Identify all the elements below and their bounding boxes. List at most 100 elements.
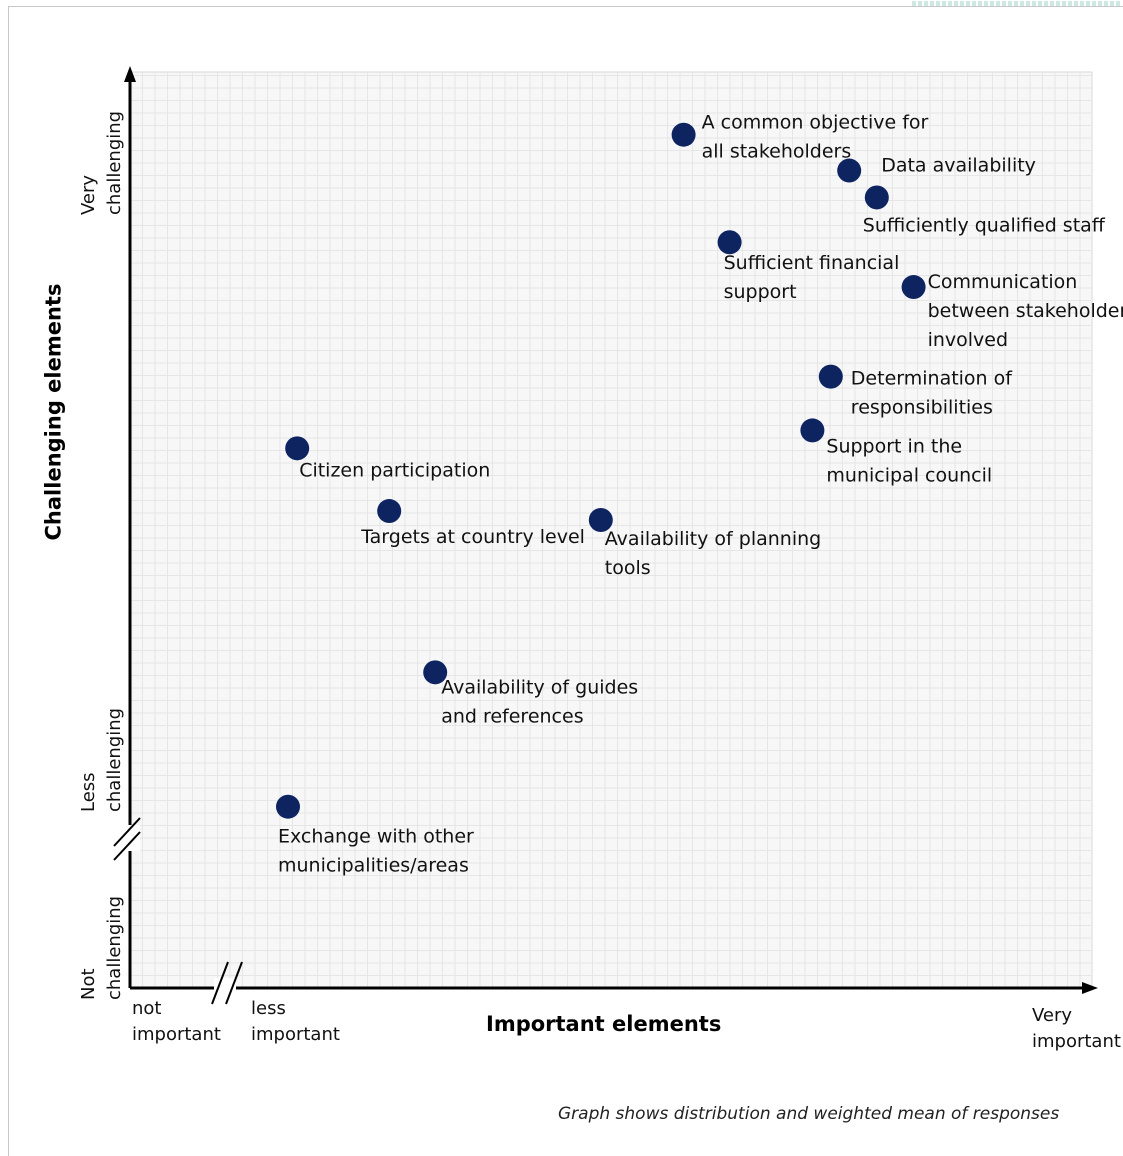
plot-area [129, 71, 1093, 989]
y-label-not-challenging-line: Not [78, 968, 99, 1000]
decoration-dot [1062, 1, 1066, 6]
data-label: Exchange with other municipalities/areas [278, 826, 474, 877]
x-label-not-important: not important [132, 998, 221, 1045]
y-axis-break-mark [113, 817, 141, 847]
x-label-less-important-line: important [251, 1024, 340, 1045]
data-label-line: Data availability [881, 155, 1036, 177]
data-point [901, 275, 926, 300]
data-label-line: Citizen participation [299, 459, 490, 481]
decoration-dot [1002, 1, 1006, 6]
data-point [818, 364, 843, 389]
data-point [588, 508, 613, 532]
decoration-dot [1032, 1, 1036, 6]
y-label-less-challenging-line: Less [78, 772, 99, 812]
decoration-dot [1080, 1, 1084, 6]
data-label-line: Determination of [851, 368, 1013, 390]
data-label-line: involved [928, 329, 1008, 351]
data-label: Support in the municipal council [826, 435, 992, 486]
data-label-line: Sufficient financial [724, 252, 900, 274]
data-label-line: municipal council [826, 464, 992, 486]
decoration-dot [1068, 1, 1072, 6]
y-label-less-challenging: Less challenging [78, 708, 125, 812]
decoration-dot [936, 1, 940, 6]
decoration-dot [1038, 1, 1042, 6]
data-label-line: Targets at country level [360, 526, 585, 548]
data-label: Citizen participation [299, 459, 490, 481]
x-label-very-important-line: Very [1032, 1005, 1072, 1026]
decoration-dot [1074, 1, 1078, 6]
data-point [671, 122, 696, 147]
data-point [276, 794, 300, 819]
data-label: Communication between stakeholders involve… [928, 271, 1123, 351]
data-label-line: and references [441, 705, 583, 727]
data-label-line: Sufficiently qualified staff [863, 214, 1106, 236]
x-label-not-important-line: important [132, 1024, 221, 1045]
y-label-very-challenging: Very challenging [78, 111, 125, 215]
decoration-dot [948, 1, 952, 6]
decoration-dot [912, 1, 916, 6]
data-points [276, 122, 926, 819]
decoration-dot [1116, 1, 1120, 6]
data-label: Sufficiently qualified staff [863, 214, 1106, 236]
data-label-line: Availability of guides [441, 676, 638, 698]
data-point [377, 499, 402, 524]
decoration-dot [918, 1, 922, 6]
x-label-not-important-line: not [132, 998, 161, 1019]
data-label: A common objective for all stakeholders [702, 112, 929, 163]
decoration-dot [1044, 1, 1048, 6]
decoration-dot [1092, 1, 1096, 6]
data-label-line: support [724, 281, 797, 303]
decoration-dot [942, 1, 946, 6]
y-label-very-challenging-line: Very [78, 175, 99, 215]
footnote: Graph shows distribution and weighted me… [558, 1104, 1060, 1124]
point-labels: A common objective for all stakeholders Da… [278, 112, 1123, 877]
y-axis-break-gap [120, 825, 140, 851]
x-label-less-important: less important [251, 998, 340, 1045]
data-label: Availability of guides and references [441, 676, 638, 727]
data-label-line: between stakeholders [928, 300, 1123, 322]
data-label-line: A common objective for [702, 112, 929, 134]
data-label-line: Availability of planning [605, 528, 821, 550]
decoration-dot [1056, 1, 1060, 6]
y-label-less-challenging-line: challenging [104, 708, 125, 812]
x-axis-arrow [1082, 982, 1098, 994]
x-axis-break-mark [211, 961, 229, 1005]
corner-decoration [912, 1, 1120, 6]
data-point [837, 158, 862, 183]
y-label-not-challenging: Not challenging [78, 896, 125, 1000]
decoration-dot [972, 1, 976, 6]
axis-category-labels: not important less important Very important No… [78, 111, 1121, 1052]
data-label: Data availability [881, 155, 1036, 177]
y-label-not-challenging-line: challenging [104, 896, 125, 1000]
decoration-dot [990, 1, 994, 6]
data-label-line: Support in the [826, 435, 962, 457]
data-label-line: Communication [928, 271, 1078, 293]
y-axis-title: Challenging elements [40, 283, 65, 541]
decoration-dot [996, 1, 1000, 6]
x-label-less-important-line: less [251, 998, 286, 1019]
data-point [285, 436, 310, 461]
decoration-dot [1098, 1, 1102, 6]
data-label: Determination of responsibilities [851, 368, 1013, 419]
x-label-very-important-line: important [1032, 1031, 1121, 1052]
data-label-line: tools [605, 557, 651, 579]
decoration-dot [954, 1, 958, 6]
decoration-dot [1050, 1, 1054, 6]
data-label: Sufficient financial support [724, 252, 900, 303]
decoration-dot [960, 1, 964, 6]
data-label-line: all stakeholders [702, 141, 852, 163]
decoration-dot [1104, 1, 1108, 6]
y-axis-arrow [124, 66, 136, 82]
data-label: Targets at country level [360, 526, 585, 548]
decoration-dot [984, 1, 988, 6]
decoration-dot [924, 1, 928, 6]
data-point [717, 230, 742, 255]
decoration-dot [1026, 1, 1030, 6]
decoration-dot [1014, 1, 1018, 6]
decoration-dot [966, 1, 970, 6]
data-point [864, 185, 889, 210]
decoration-dot [1086, 1, 1090, 6]
y-axis-break-mark [113, 831, 141, 861]
decoration-dot [1020, 1, 1024, 6]
